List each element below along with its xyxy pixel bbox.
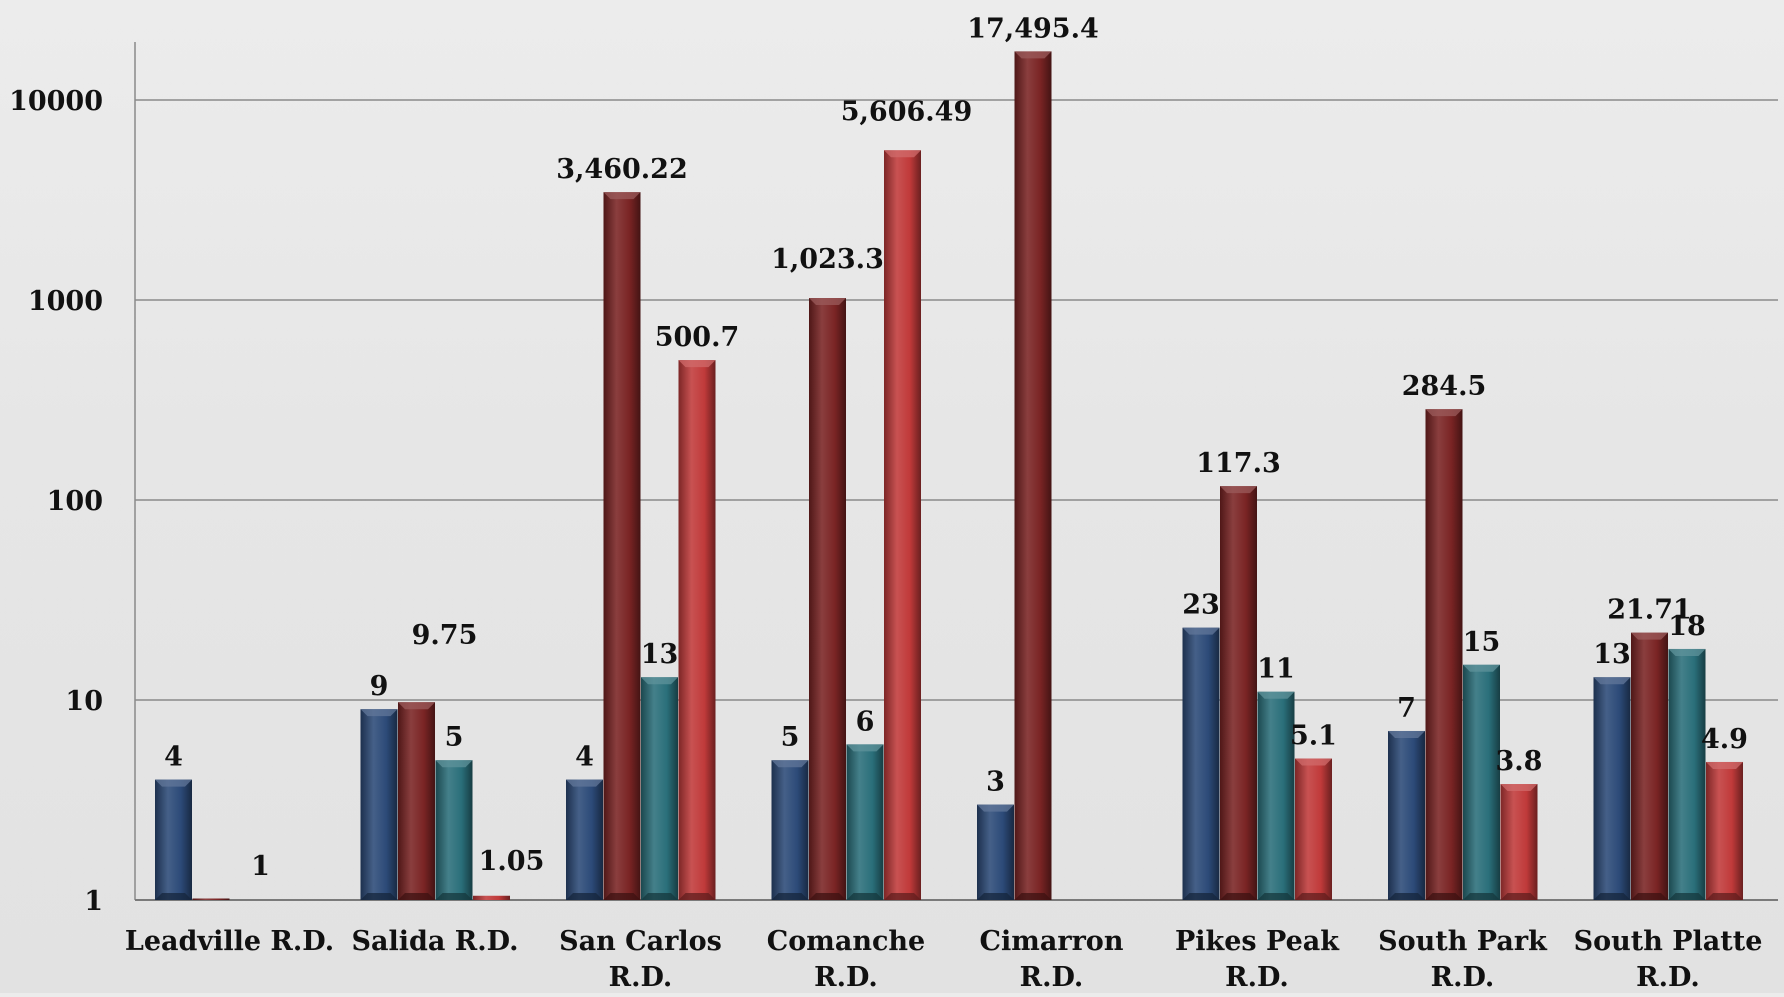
bars: [155, 51, 1743, 901]
data-label: 23: [1182, 590, 1220, 621]
bar: [1182, 627, 1220, 900]
bar: [398, 702, 435, 900]
bar: [566, 779, 603, 900]
bar: [1220, 486, 1257, 900]
x-category-label: South Platte: [1574, 926, 1763, 957]
x-category-label: R.D.: [1225, 962, 1289, 993]
y-tick-label: 1000: [28, 286, 103, 317]
data-label: 13: [1593, 639, 1631, 670]
x-category-label: Pikes Peak: [1175, 926, 1340, 957]
bar: [1257, 691, 1295, 900]
data-label: 284.5: [1402, 371, 1487, 402]
bar: [771, 760, 809, 900]
x-category-label: Salida R.D.: [352, 926, 519, 957]
bar: [360, 709, 398, 900]
data-label: 5.1: [1290, 720, 1337, 751]
gridlines: [135, 99, 1778, 701]
x-category-label: R.D.: [1431, 962, 1495, 993]
bar: [1425, 409, 1463, 900]
data-label: 4: [164, 742, 183, 773]
data-label: 18: [1668, 611, 1706, 642]
data-label: 5: [445, 722, 464, 753]
data-labels: 4 1 9 9.75 5 1.05 4 3,460.22 13 500.7 5 1,023.3 6 5,6…: [164, 13, 1748, 882]
bar: [603, 192, 641, 900]
data-label: 21.71: [1607, 595, 1692, 626]
bar: [1593, 677, 1631, 900]
data-label: 4: [575, 742, 594, 773]
data-label: 3,460.22: [556, 154, 688, 185]
x-category-label: R.D.: [609, 962, 673, 993]
data-label: 5: [781, 722, 800, 753]
bar: [1014, 51, 1052, 901]
bar: [884, 150, 921, 901]
data-label: 13: [641, 639, 679, 670]
x-category-label: Leadville R.D.: [125, 926, 334, 957]
data-label: 15: [1463, 627, 1501, 658]
bar: [1388, 730, 1425, 900]
x-category-label: Comanche: [767, 926, 925, 957]
data-label: 9.75: [412, 620, 478, 651]
y-tick-label: 10: [65, 686, 103, 717]
data-label: 4.9: [1701, 724, 1748, 755]
bar: [641, 677, 678, 900]
bar: [435, 760, 473, 900]
y-tick-label: 100: [47, 486, 103, 517]
x-category-label: South Park: [1378, 926, 1548, 957]
bar: [473, 895, 510, 900]
data-label: 17,495.4: [967, 13, 1099, 44]
x-category-label: R.D.: [1020, 962, 1084, 993]
bar: [1500, 784, 1538, 900]
bar: [809, 297, 846, 901]
data-label: 6: [856, 706, 875, 737]
y-tick-label: 10000: [9, 86, 103, 117]
bar: [678, 360, 716, 900]
bar: [846, 744, 884, 900]
data-label: 1: [251, 851, 270, 882]
x-axis: Leadville R.D. Salida R.D. San Carlos R.D. C…: [125, 926, 1763, 993]
x-category-label: R.D.: [1636, 962, 1700, 993]
data-label: 117.3: [1196, 448, 1281, 479]
y-axis: 1 10 100 1000 10000: [9, 42, 1778, 917]
y-tick-label: 1: [84, 886, 103, 917]
data-label: 3: [986, 767, 1005, 798]
data-label: 1,023.3: [771, 244, 884, 275]
bar: [977, 804, 1014, 900]
x-category-label: San Carlos: [559, 926, 722, 957]
bar: [1631, 632, 1668, 900]
bar: [155, 779, 192, 900]
x-category-label: Cimarron: [980, 926, 1124, 957]
data-label: 5,606.49: [841, 96, 973, 127]
bar: [1295, 758, 1332, 900]
data-label: 3.8: [1496, 746, 1543, 777]
x-category-label: R.D.: [814, 962, 878, 993]
data-label: 500.7: [655, 322, 740, 353]
bar: [1706, 761, 1743, 900]
data-label: 7: [1397, 693, 1416, 724]
bar: [1668, 648, 1706, 900]
data-label: 1.05: [479, 846, 545, 877]
data-label: 11: [1257, 654, 1295, 685]
bar: [1463, 664, 1500, 900]
bar: [192, 898, 230, 900]
data-label: 9: [370, 671, 389, 702]
